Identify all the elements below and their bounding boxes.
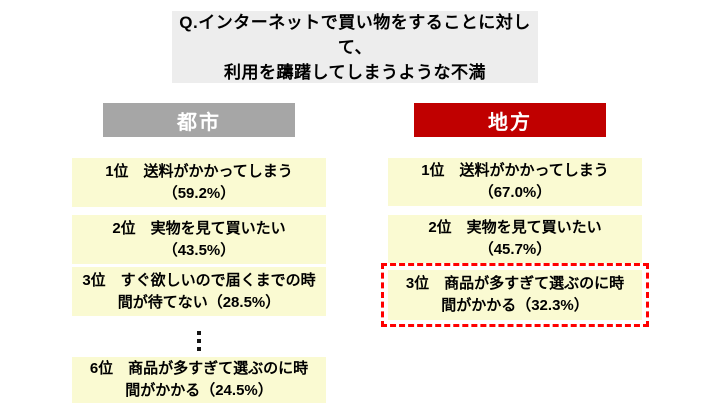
rank-item-line1: 6位 商品が多すぎて選ぶのに時 [89, 360, 309, 377]
vertical-ellipsis-icon [197, 329, 201, 353]
rank-item-line1: 3位 商品が多すぎて選ぶのに時 [405, 275, 625, 292]
rural-rank-item-2: 2位 実物を見て買いたい （45.7%） [388, 215, 642, 263]
question-title-line2: 利用を躊躇してしまうような不満 [224, 62, 486, 82]
rank-item-line1: 1位 送料がかかってしまう [105, 162, 293, 180]
rank-item-line2: （67.0%） [478, 184, 552, 201]
rank-item-line2: （43.5%） [162, 241, 236, 259]
rank-item-line2: （59.2%） [162, 184, 236, 202]
urban-rank-item-6: 6位 商品が多すぎて選ぶのに時 間がかかる（24.5%） [72, 357, 326, 403]
question-title-line1: Q.インターネットで買い物をすることに対して、 [179, 12, 531, 57]
urban-column-header: 都市 [103, 103, 295, 137]
rank-item-line2: 間がかかる（32.3%） [441, 297, 589, 314]
rural-rank-item-1: 1位 送料がかかってしまう （67.0%） [388, 158, 642, 206]
urban-rank-item-2: 2位 実物を見て買いたい （43.5%） [72, 215, 326, 264]
rank-item-line1: 2位 実物を見て買いたい [428, 219, 602, 236]
urban-rank-item-3: 3位 すぐ欲しいので届くまでの時 間が待てない（28.5%） [72, 267, 326, 316]
question-title-box: Q.インターネットで買い物をすることに対して、 利用を躊躇してしまうような不満 [172, 11, 538, 83]
rank-item-line2: （45.7%） [478, 241, 552, 258]
rural-column-header: 地方 [414, 103, 606, 137]
rank-item-line2: 間が待てない（28.5%） [117, 293, 281, 311]
rank-item-line1: 3位 すぐ欲しいので届くまでの時 [82, 271, 316, 289]
rural-rank-item-3: 3位 商品が多すぎて選ぶのに時 間がかかる（32.3%） [388, 270, 642, 320]
rank-item-line1: 1位 送料がかかってしまう [421, 162, 609, 179]
urban-rank-item-1: 1位 送料がかかってしまう （59.2%） [72, 158, 326, 207]
rural-rank-item-3-highlight-border: 3位 商品が多すぎて選ぶのに時 間がかかる（32.3%） [381, 263, 649, 327]
rank-item-line2: 間がかかる（24.5%） [125, 382, 273, 399]
rank-item-line1: 2位 実物を見て買いたい [112, 219, 286, 237]
